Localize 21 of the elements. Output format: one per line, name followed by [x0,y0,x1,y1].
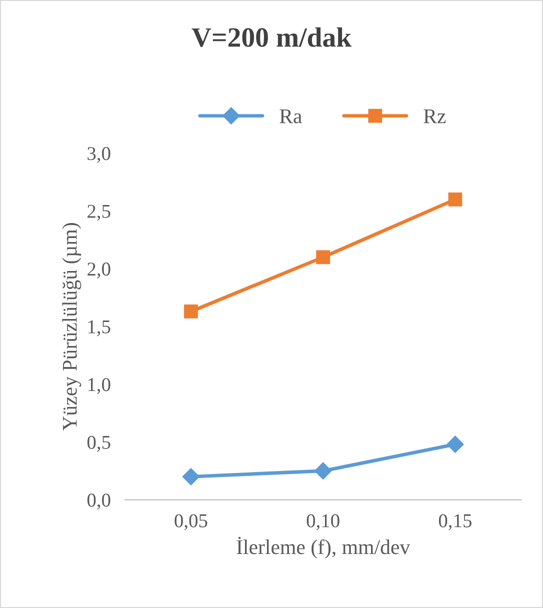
x-tick-label: 0,15 [438,514,472,530]
point [314,462,332,480]
y-tick-label: 0,5 [87,436,110,452]
y-tick-label: 0,0 [87,494,110,510]
x-axis-title: İlerleme (f), mm/dev [236,536,410,558]
y-tick-label: 2,5 [88,204,110,221]
point [316,250,330,264]
point [184,304,198,318]
y-tick-label: 2,0 [88,262,110,278]
y-tick-label: 3,0 [88,147,110,163]
point [448,192,462,206]
y-axis-title: Yüzey Pürüzlülüğü (µm) [62,223,82,431]
chart-title: V=200 m/dak [192,27,352,48]
legend-label: Rz [424,109,446,124]
x-tick-label: 0,10 [306,514,340,530]
legend-label: Ra [280,109,302,124]
x-tick-label: 0,05 [174,514,208,530]
y-tick-label: 1,5 [88,320,110,336]
y-tick-label: 1,0 [88,378,110,394]
point [446,436,464,453]
point [182,468,200,486]
